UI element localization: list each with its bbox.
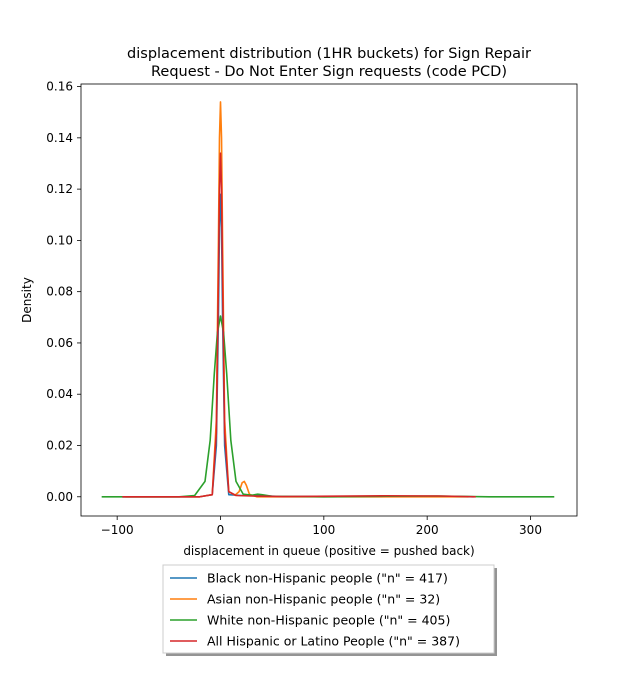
- x-tick-label: −100: [101, 523, 134, 537]
- plot-frame: [80, 83, 578, 517]
- series-line-4: [122, 152, 476, 498]
- x-axis-ticks: −100 0 100 200 300: [101, 516, 542, 537]
- legend-label-4: All Hispanic or Latino People ("n" = 387…: [207, 634, 460, 649]
- y-tick-label: 0.04: [46, 387, 73, 401]
- series-layer: [101, 101, 555, 498]
- y-axis-ticks: 0.00 0.02 0.04 0.06 0.08 0.10 0.12 0.14 0.16: [46, 80, 81, 504]
- y-tick-label: 0.10: [46, 233, 73, 247]
- chart-title-line-2: Request - Do Not Enter Sign requests (co…: [151, 64, 507, 80]
- legend-label-1: Black non-Hispanic people ("n" = 417): [207, 571, 448, 586]
- y-tick-label: 0.14: [46, 131, 73, 145]
- y-tick-label: 0.16: [46, 80, 73, 94]
- x-tick-label: 100: [312, 523, 335, 537]
- y-tick-label: 0.08: [46, 285, 73, 299]
- y-axis-label: Density: [20, 277, 34, 323]
- y-tick-label: 0.12: [46, 182, 73, 196]
- plot-area: [80, 83, 578, 517]
- x-axis-label: displacement in queue (positive = pushed…: [183, 544, 474, 558]
- chart-title-line-1: displacement distribution (1HR buckets) …: [127, 46, 531, 62]
- x-tick-label: 300: [519, 523, 542, 537]
- legend-label-2: Asian non-Hispanic people ("n" = 32): [207, 592, 440, 607]
- y-tick-label: 0.00: [46, 490, 73, 504]
- chart-title: displacement distribution (1HR buckets) …: [127, 46, 531, 80]
- legend-items: Black non-Hispanic people ("n" = 417) Asi…: [170, 571, 460, 649]
- x-tick-label: 0: [217, 523, 225, 537]
- legend-label-3: White non-Hispanic people ("n" = 405): [207, 613, 450, 628]
- y-tick-label: 0.02: [46, 438, 73, 452]
- legend: Black non-Hispanic people ("n" = 417) Asi…: [162, 564, 497, 656]
- x-tick-label: 200: [416, 523, 439, 537]
- legend-box: [162, 564, 495, 654]
- y-tick-label: 0.06: [46, 336, 73, 350]
